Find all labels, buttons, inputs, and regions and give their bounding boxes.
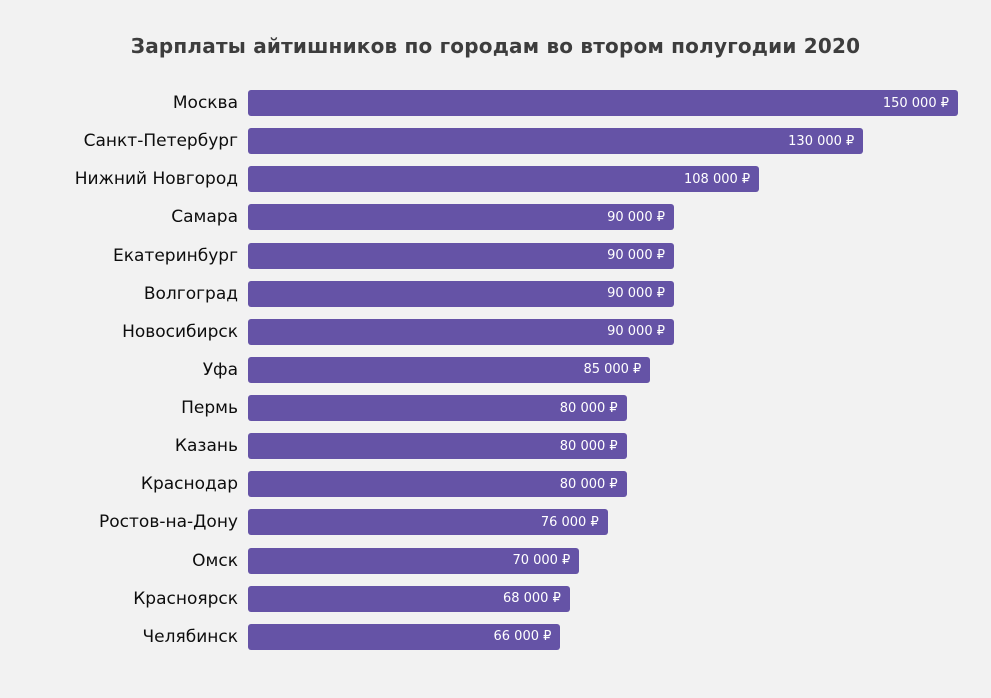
bar-row: Уфа 85 000 ₽ <box>0 351 958 389</box>
category-label: Новосибирск <box>122 321 238 342</box>
bar-row: Челябинск 66 000 ₽ <box>0 618 958 656</box>
category-label: Санкт-Петербург <box>83 131 238 152</box>
value-label: 90 000 ₽ <box>607 324 665 340</box>
value-label: 90 000 ₽ <box>607 286 665 302</box>
bar: 108 000 ₽ <box>248 166 760 193</box>
bar-row: Ростов-на-Дону 76 000 ₽ <box>0 503 958 541</box>
bar: 68 000 ₽ <box>248 585 570 612</box>
bar-row: Санкт-Петербург 130 000 ₽ <box>0 122 958 160</box>
bar-row: Краснодар 80 000 ₽ <box>0 465 958 503</box>
category-label: Челябинск <box>142 626 238 647</box>
value-label: 150 000 ₽ <box>882 95 949 111</box>
bar-track: 66 000 ₽ <box>248 623 958 650</box>
value-label: 76 000 ₽ <box>540 514 599 530</box>
bar-track: 130 000 ₽ <box>248 128 958 155</box>
category-label: Волгоград <box>143 283 238 304</box>
bar-row: Москва 150 000 ₽ <box>0 84 958 122</box>
bar-track: 90 000 ₽ <box>248 242 958 269</box>
bar-track: 150 000 ₽ <box>248 90 958 117</box>
bar-track: 68 000 ₽ <box>248 585 958 612</box>
bar-track: 80 000 ₽ <box>248 395 958 422</box>
value-label: 80 000 ₽ <box>559 438 618 454</box>
bar-row: Самара 90 000 ₽ <box>0 198 958 236</box>
bar: 90 000 ₽ <box>248 204 674 231</box>
value-label: 80 000 ₽ <box>559 400 618 416</box>
value-label: 66 000 ₽ <box>493 629 552 645</box>
bar: 130 000 ₽ <box>248 128 864 155</box>
category-label: Самара <box>171 207 238 228</box>
bar-track: 80 000 ₽ <box>248 433 958 460</box>
category-label: Уфа <box>202 359 238 380</box>
bar-track: 76 000 ₽ <box>248 509 958 536</box>
category-label: Казань <box>174 436 238 457</box>
bar: 90 000 ₽ <box>248 242 674 269</box>
bar: 80 000 ₽ <box>248 471 627 498</box>
value-label: 130 000 ₽ <box>788 133 855 149</box>
category-label: Ростов-на-Дону <box>99 512 238 533</box>
value-label: 90 000 ₽ <box>607 248 665 264</box>
bar-track: 80 000 ₽ <box>248 471 958 498</box>
bar-row: Екатеринбург 90 000 ₽ <box>0 237 958 275</box>
category-label: Краснодар <box>140 474 238 495</box>
value-label: 70 000 ₽ <box>512 553 571 569</box>
bar: 76 000 ₽ <box>248 509 608 536</box>
value-label: 80 000 ₽ <box>559 476 618 492</box>
value-label: 90 000 ₽ <box>607 209 665 225</box>
value-label: 108 000 ₽ <box>684 171 751 187</box>
bar-row: Волгоград 90 000 ₽ <box>0 275 958 313</box>
bar-row: Красноярск 68 000 ₽ <box>0 580 958 618</box>
bar-row: Казань 80 000 ₽ <box>0 427 958 465</box>
bar: 80 000 ₽ <box>248 433 627 460</box>
bar-track: 108 000 ₽ <box>248 166 958 193</box>
category-label: Пермь <box>181 398 238 419</box>
value-label: 68 000 ₽ <box>502 591 561 607</box>
bar-row: Нижний Новгород 108 000 ₽ <box>0 160 958 198</box>
bar: 70 000 ₽ <box>248 547 580 574</box>
category-label: Красноярск <box>133 588 238 609</box>
bar: 66 000 ₽ <box>248 623 561 650</box>
bar: 150 000 ₽ <box>248 90 958 117</box>
bar-track: 90 000 ₽ <box>248 204 958 231</box>
bar-track: 85 000 ₽ <box>248 356 958 383</box>
bar: 85 000 ₽ <box>248 356 651 383</box>
category-label: Екатеринбург <box>112 245 238 266</box>
category-label: Омск <box>192 550 238 571</box>
bar-row: Омск 70 000 ₽ <box>0 542 958 580</box>
bar: 90 000 ₽ <box>248 280 674 307</box>
chart-title: Зарплаты айтишников по городам во втором… <box>130 34 861 58</box>
bar-track: 90 000 ₽ <box>248 318 958 345</box>
category-label: Нижний Новгород <box>74 169 238 190</box>
bar-track: 70 000 ₽ <box>248 547 958 574</box>
value-label: 85 000 ₽ <box>583 362 642 378</box>
category-label: Москва <box>172 93 238 114</box>
bar-track: 90 000 ₽ <box>248 280 958 307</box>
bar-chart: Москва 150 000 ₽ Санкт-Петербург 130 000… <box>0 84 958 656</box>
bar: 80 000 ₽ <box>248 395 627 422</box>
bar: 90 000 ₽ <box>248 318 674 345</box>
bar-row: Пермь 80 000 ₽ <box>0 389 958 427</box>
bar-row: Новосибирск 90 000 ₽ <box>0 313 958 351</box>
